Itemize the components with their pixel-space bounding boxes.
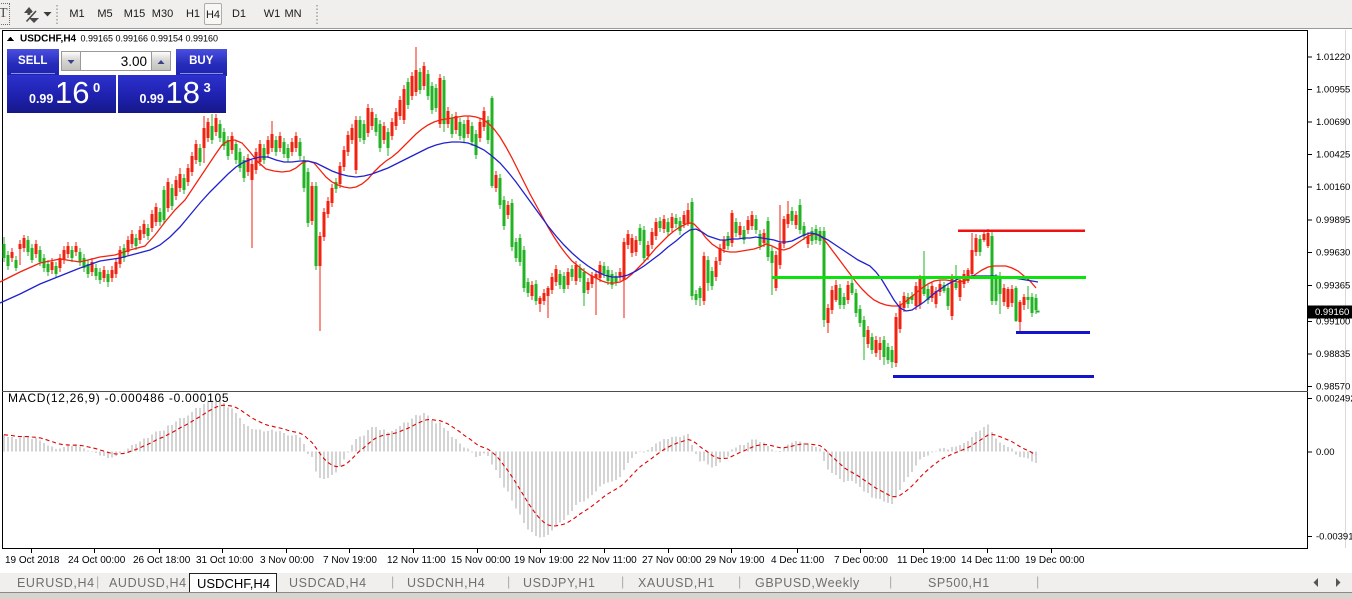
svg-text:1.00690: 1.00690 xyxy=(1316,117,1350,128)
svg-text:19 Nov 19:00: 19 Nov 19:00 xyxy=(514,555,574,566)
svg-text:0.99100: 0.99100 xyxy=(1316,317,1350,328)
svg-text:4 Dec 11:00: 4 Dec 11:00 xyxy=(771,555,825,566)
svg-text:0.99895: 0.99895 xyxy=(1316,215,1350,226)
svg-text:12 Nov 11:00: 12 Nov 11:00 xyxy=(387,555,446,566)
svg-text:0.99630: 0.99630 xyxy=(1316,248,1350,259)
svg-text:-0.003913: -0.003913 xyxy=(1316,532,1352,543)
svg-text:0.99160: 0.99160 xyxy=(1315,307,1349,318)
svg-text:11 Dec 19:00: 11 Dec 19:00 xyxy=(897,555,956,566)
svg-text:22 Nov 11:00: 22 Nov 11:00 xyxy=(578,555,637,566)
svg-text:24 Oct 00:00: 24 Oct 00:00 xyxy=(68,555,126,566)
svg-text:1.00425: 1.00425 xyxy=(1316,150,1350,161)
svg-text:0.99166: 0.99166 xyxy=(116,34,149,44)
svg-text:14 Dec 11:00: 14 Dec 11:00 xyxy=(961,555,1020,566)
svg-text:3 Nov 00:00: 3 Nov 00:00 xyxy=(260,555,314,566)
svg-text:USDCHF,H4: USDCHF,H4 xyxy=(20,34,77,45)
svg-text:MACD(12,26,9) -0.000486 -0.000: MACD(12,26,9) -0.000486 -0.000105 xyxy=(8,391,229,405)
svg-text:15 Nov 00:00: 15 Nov 00:00 xyxy=(451,555,511,566)
svg-text:1.00955: 1.00955 xyxy=(1316,85,1350,96)
svg-text:0.99160: 0.99160 xyxy=(186,34,219,44)
svg-text:0.00: 0.00 xyxy=(1316,447,1335,458)
svg-text:29 Nov 19:00: 29 Nov 19:00 xyxy=(705,555,765,566)
svg-text:27 Nov 00:00: 27 Nov 00:00 xyxy=(642,555,702,566)
svg-text:7 Dec 00:00: 7 Dec 00:00 xyxy=(834,555,888,566)
svg-text:0.99154: 0.99154 xyxy=(151,34,184,44)
svg-text:31 Oct 10:00: 31 Oct 10:00 xyxy=(196,555,254,566)
svg-text:19 Dec 00:00: 19 Dec 00:00 xyxy=(1025,555,1085,566)
svg-text:0.98835: 0.98835 xyxy=(1316,349,1350,360)
svg-text:26 Oct 18:00: 26 Oct 18:00 xyxy=(133,555,191,566)
svg-text:0.99165: 0.99165 xyxy=(81,34,114,44)
svg-text:1.01220: 1.01220 xyxy=(1316,52,1350,63)
svg-text:0.002492: 0.002492 xyxy=(1316,394,1352,405)
svg-text:1.00160: 1.00160 xyxy=(1316,182,1350,193)
svg-text:0.98570: 0.98570 xyxy=(1316,382,1350,393)
svg-text:0.99365: 0.99365 xyxy=(1316,281,1350,292)
svg-text:7 Nov 19:00: 7 Nov 19:00 xyxy=(323,555,377,566)
svg-text:19 Oct 2018: 19 Oct 2018 xyxy=(5,555,60,566)
